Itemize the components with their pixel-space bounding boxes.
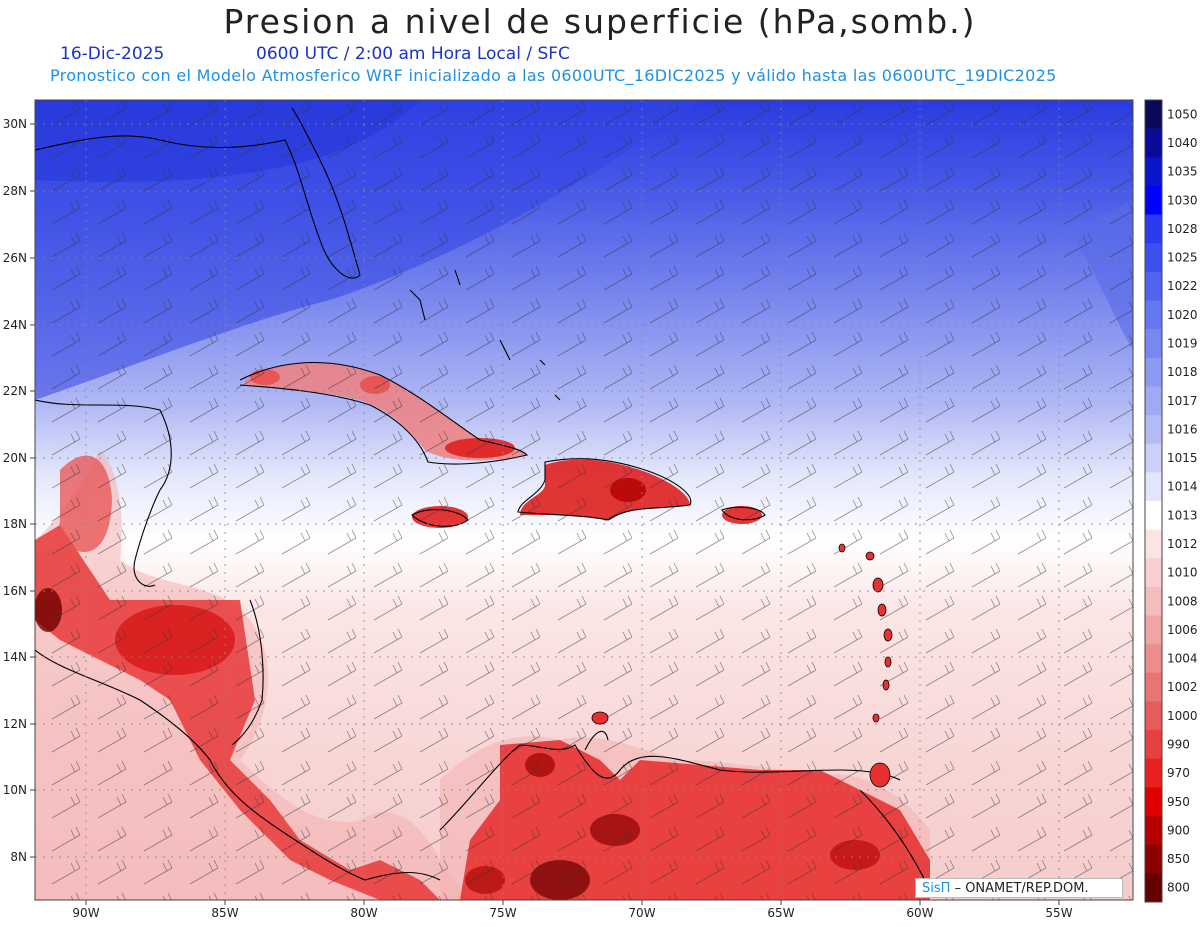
lat-lon-grid [35, 100, 1133, 900]
colorbar-frame [1144, 99, 1163, 903]
lon-label: 60W [906, 906, 933, 920]
lon-label: 90W [72, 906, 99, 920]
lon-label: 55W [1045, 906, 1072, 920]
map-area [35, 100, 1133, 900]
colorbar-swatch [1145, 558, 1162, 588]
lon-label: 85W [211, 906, 238, 920]
colorbar-label: 1015 [1167, 451, 1198, 465]
lesser-antilles [591, 543, 893, 788]
colorbar-swatch [1145, 529, 1162, 559]
colorbar-swatch [1145, 415, 1162, 445]
colorbar-label: 1020 [1167, 308, 1198, 322]
lon-axis: 90W 85W 80W 75W 70W 65W 60W 55W [72, 906, 1072, 920]
colorbar-swatch [1145, 586, 1162, 617]
colorbar-swatch [1145, 157, 1162, 187]
colorbar-swatch [1145, 787, 1162, 817]
colorbar-label: 850 [1167, 852, 1190, 866]
colorbar-swatch [1145, 644, 1162, 674]
colorbar-swatch [1145, 472, 1162, 502]
colorbar-swatch [1145, 873, 1162, 903]
lat-ticks [30, 123, 35, 858]
colorbar-swatch [1145, 844, 1162, 874]
lat-label: 10N [3, 783, 27, 797]
time-info-label: 0600 UTC / 2:00 am Hora Local / SFC [256, 44, 570, 64]
colorbar-label: 1017 [1167, 394, 1198, 408]
lat-label: 30N [3, 117, 27, 131]
lon-label: 80W [350, 906, 377, 920]
colorbar-label: 900 [1167, 823, 1190, 837]
colorbar-swatch [1145, 730, 1162, 760]
lat-label: 8N [10, 850, 27, 864]
lat-label: 20N [3, 451, 27, 465]
colorbar-swatch [1145, 615, 1162, 645]
date-label: 16-Dic-2025 [60, 44, 165, 64]
colorbar-swatch [1145, 214, 1162, 244]
colorbar-swatch [1145, 672, 1162, 702]
lat-label: 12N [3, 717, 27, 731]
colorbar-swatch [1145, 185, 1162, 216]
lat-label: 24N [3, 318, 27, 332]
map-frame [34, 99, 1134, 901]
colorbar-label: 970 [1167, 766, 1190, 780]
lon-label: 75W [489, 906, 516, 920]
colorbar-label: 800 [1167, 881, 1190, 895]
credit-text: – ONAMET/REP.DOM. [954, 881, 1089, 896]
colorbar-label: 1022 [1167, 279, 1198, 293]
colorbar-label: 1040 [1167, 136, 1198, 150]
lat-label: 14N [3, 650, 27, 664]
lon-ticks [85, 900, 1060, 905]
lon-label: 65W [767, 906, 794, 920]
colorbar-label: 1006 [1167, 623, 1198, 637]
colorbar-label: 1010 [1167, 566, 1198, 580]
wind-barbs-layer [35, 100, 1133, 900]
colorbar-label: 1018 [1167, 365, 1198, 379]
colorbar-label: 1014 [1167, 480, 1198, 494]
map-title: Presion a nivel de superficie (hPa,somb.… [223, 2, 977, 41]
colorbar-label: 1028 [1167, 222, 1198, 236]
lat-label: 22N [3, 384, 27, 398]
colorbar-label: 1000 [1167, 709, 1198, 723]
colorbar-label: 1035 [1167, 165, 1198, 179]
credit-label: SisΠ – ONAMET/REP.DOM. [915, 878, 1123, 898]
colorbar-swatch [1145, 386, 1162, 416]
colorbar-label: 1004 [1167, 652, 1198, 666]
colorbar-swatch [1145, 243, 1162, 273]
lat-label: 26N [3, 251, 27, 265]
colorbar-swatch [1145, 501, 1162, 531]
lat-label: 16N [3, 584, 27, 598]
colorbar-swatch [1145, 443, 1162, 473]
colorbar-swatch [1145, 128, 1162, 158]
colorbar-swatch [1145, 300, 1162, 330]
colorbar-swatch [1145, 329, 1162, 359]
colorbar-label: 1012 [1167, 537, 1198, 551]
lat-label: 28N [3, 184, 27, 198]
colorbar-label: 1019 [1167, 336, 1198, 350]
colorbar: 1050 1040 1035 1030 1028 1025 1022 1020 1019 1018… [1144, 99, 1198, 903]
lat-axis: 30N 28N 26N 24N 22N 20N 18N 16N 14N 12N … [3, 117, 27, 864]
colorbar-label: 1016 [1167, 422, 1198, 436]
colorbar-swatch [1145, 758, 1162, 788]
lon-label: 70W [628, 906, 655, 920]
colorbar-label: 1030 [1167, 193, 1198, 207]
colorbar-swatch [1145, 701, 1162, 731]
sispi-logo: SisΠ [922, 881, 951, 896]
coastlines [35, 107, 931, 891]
colorbar-label: 1008 [1167, 594, 1198, 608]
colorbar-swatch [1145, 816, 1162, 846]
colorbar-swatch [1145, 271, 1162, 301]
colorbar-label: 990 [1167, 737, 1190, 751]
colorbar-label: 1002 [1167, 680, 1198, 694]
colorbar-label: 950 [1167, 795, 1190, 809]
lat-label: 18N [3, 517, 27, 531]
colorbar-label: 1050 [1167, 107, 1198, 121]
colorbar-swatch [1145, 100, 1162, 130]
colorbar-swatch [1145, 357, 1162, 387]
colorbar-label: 1025 [1167, 251, 1198, 265]
forecast-info-label: Pronostico con el Modelo Atmosferico WRF… [50, 66, 1057, 85]
colorbar-label: 1013 [1167, 508, 1198, 522]
